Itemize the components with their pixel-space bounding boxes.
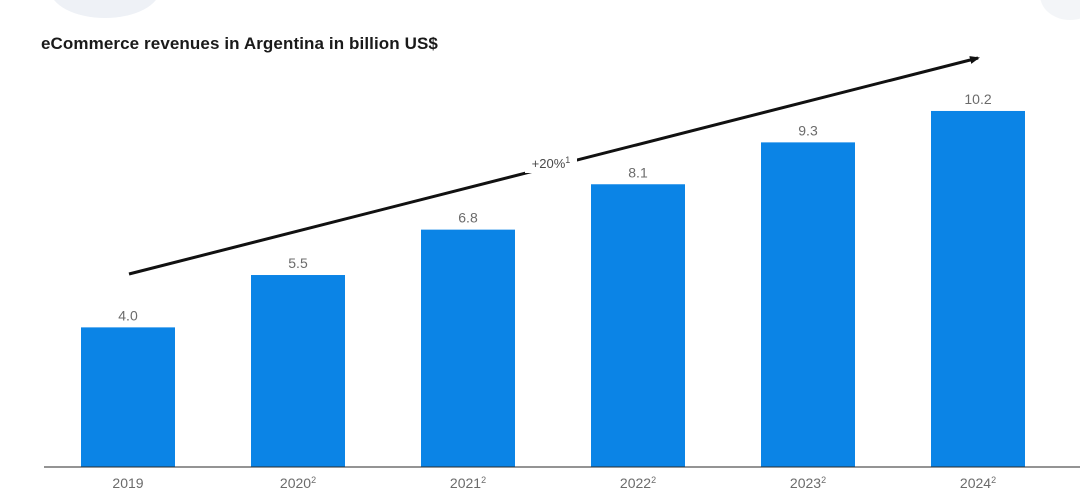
- x-tick-label-2019: 2019: [112, 475, 143, 491]
- trend-label-value: +20%: [532, 156, 566, 171]
- value-label-2020: 5.5: [288, 255, 308, 271]
- x-tick-label-2021: 20212: [450, 475, 486, 491]
- decorative-shape: [50, 0, 160, 18]
- value-label-2022: 8.1: [628, 164, 648, 180]
- chart-title: eCommerce revenues in Argentina in billi…: [41, 34, 438, 53]
- trend-label-background: [525, 153, 577, 173]
- value-label-2021: 6.8: [458, 210, 478, 226]
- x-tick-label-2024: 20242: [960, 475, 996, 491]
- bar-2022: [591, 184, 685, 467]
- value-label-2024: 10.2: [964, 91, 991, 107]
- bar-2020: [251, 275, 345, 467]
- bar-2021: [421, 229, 515, 467]
- trend-label-footnote: 1: [565, 155, 570, 165]
- x-tick-label-2022: 20222: [620, 475, 656, 491]
- value-label-2023: 9.3: [798, 122, 818, 138]
- x-tick-label-2020: 20202: [280, 475, 316, 491]
- bar-2019: [81, 327, 175, 467]
- trend-label: +20%1: [532, 155, 571, 171]
- bar-2024: [931, 110, 1025, 467]
- x-tick-label-2023: 20232: [790, 475, 826, 491]
- bar-2023: [761, 142, 855, 467]
- value-label-2019: 4.0: [118, 307, 138, 323]
